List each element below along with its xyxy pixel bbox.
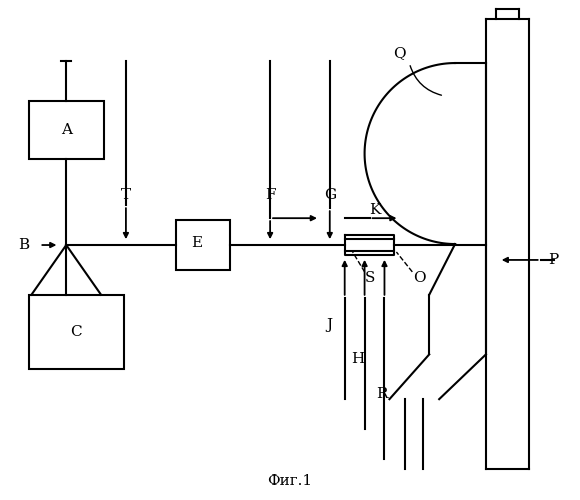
Bar [30,294,124,370]
Text: P: P [549,253,559,267]
Text: H: H [351,352,364,366]
Text: E: E [191,236,202,250]
Text: J: J [327,318,333,332]
Text: T: T [121,188,131,202]
Bar [176,220,230,270]
Text: G: G [324,188,336,202]
Text: Фиг.1: Фиг.1 [267,474,313,488]
Text: K: K [369,203,381,217]
Text: A: A [61,122,72,136]
Bar [30,101,104,158]
Text: O: O [413,271,426,285]
Text: Q: Q [393,46,405,60]
Text: R: R [376,387,387,401]
Text: C: C [70,324,82,338]
Text: F: F [265,188,276,202]
Text: B: B [18,238,29,252]
Text: S: S [364,271,375,285]
